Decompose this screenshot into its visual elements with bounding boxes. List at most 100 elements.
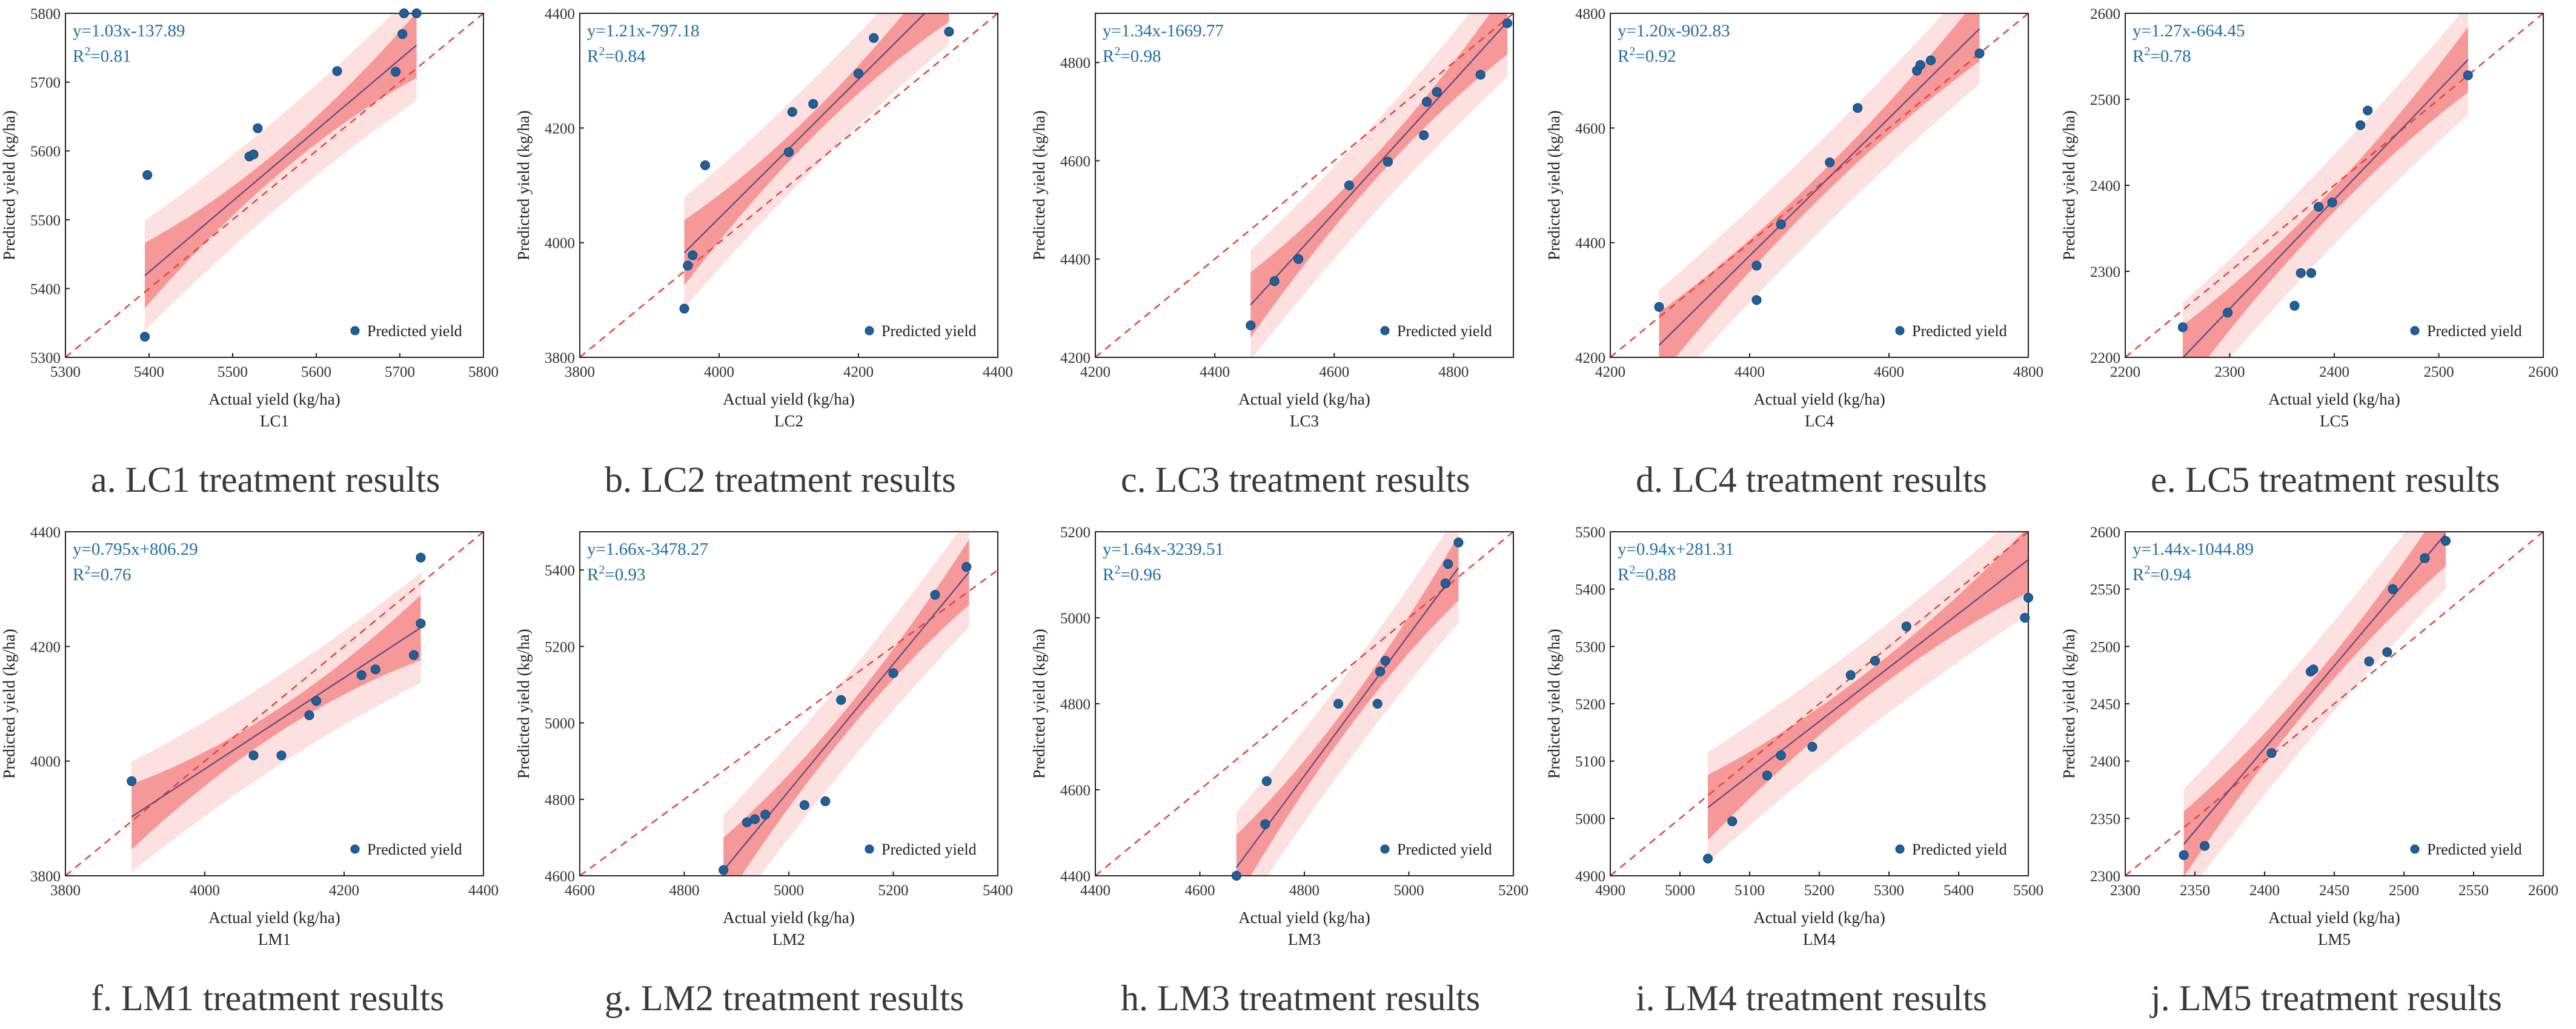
panel-sublabel: LC2 [774,412,803,430]
confidence-band [1250,13,1508,338]
legend-marker [350,844,360,854]
data-point [1372,699,1383,709]
data-point [1974,48,1985,59]
data-point [679,303,689,314]
y-tick-label: 4400 [545,6,575,22]
data-point [2020,613,2030,623]
data-point [127,776,137,786]
x-tick-label: 3800 [565,364,595,380]
r-squared: R2=0.88 [1618,563,1676,584]
data-point [2177,322,2188,333]
x-tick-label: 5400 [983,882,1013,899]
data-point [1853,103,1863,113]
data-point [1751,260,1762,271]
confidence-band [684,13,949,286]
r-squared: R2=0.94 [2133,563,2191,584]
legend-label: Predicted yield [1912,841,2007,858]
data-point [749,814,760,824]
data-point [411,8,422,18]
data-point [1926,55,1936,65]
y-tick-label: 4200 [1060,350,1090,366]
data-point [961,562,972,572]
x-tick-label: 4600 [1874,364,1904,380]
data-point [332,66,342,76]
confidence-band [2182,27,2468,357]
panel-caption: d. LC4 treatment results [1636,460,1987,500]
data-point [1727,816,1738,827]
panel-sublabel: LC4 [1805,412,1834,430]
y-tick-label: 4600 [545,869,575,885]
y-tick-label: 5700 [30,75,61,91]
y-tick-label: 2600 [2090,524,2120,541]
data-point [2023,592,2033,603]
panel-caption: g. LM2 treatment results [605,978,964,1018]
y-tick-label: 2400 [2090,178,2120,194]
legend-marker [1380,844,1390,854]
data-point [2179,850,2189,860]
x-tick-label: 4800 [1289,882,1320,899]
data-point [1453,537,1464,548]
identity-line [65,13,483,357]
y-tick-label: 4400 [1575,236,1605,252]
data-point [356,670,367,680]
y-tick-label: 4900 [1575,869,1605,885]
x-tick-label: 5800 [468,364,499,380]
data-point [1432,87,1442,97]
data-point [2327,197,2337,208]
x-tick-label: 2600 [2528,882,2558,899]
data-point [1231,871,1241,881]
data-point [2266,748,2277,758]
r-squared: R2=0.98 [1103,45,1161,66]
data-point [1422,97,1432,107]
x-tick-label: 5600 [301,364,331,380]
data-point [784,147,794,157]
x-tick-label: 5400 [1944,882,1974,899]
plot-frame [1095,13,1514,358]
x-tick-label: 4400 [468,882,499,899]
x-tick-label: 4800 [669,882,700,899]
data-point [248,149,259,159]
data-point [820,796,831,806]
data-point [2364,656,2374,666]
regression-equation: y=1.64x-3239.51 [1103,540,1224,559]
data-point [1825,157,1835,168]
x-axis-label: Actual yield (kg/ha) [208,390,340,408]
chart-panel-lc4: 4200 4400 4600 4800 4200 4400 4600 4800 Actual y… [1545,6,2043,500]
legend-label: Predicted yield [2427,322,2522,340]
y-tick-label: 2400 [2090,754,2120,770]
chart-panel-lc5: 2200 2300 2400 2500 2600 2200 2300 2400 2500 2600… [2060,6,2558,500]
y-axis-label: Predicted yield (kg/ha) [514,629,533,778]
y-axis-label: Predicted yield (kg/ha) [1030,629,1048,778]
identity-line [1610,532,2028,876]
y-tick-label: 5500 [30,213,61,229]
y-tick-label: 4200 [545,121,575,137]
data-point [399,8,409,18]
data-point [1269,276,1280,286]
y-tick-label: 2500 [2090,639,2120,655]
regression-line [683,13,926,254]
y-tick-label: 5200 [545,639,575,655]
identity-line [580,13,998,357]
regression-equation: y=1.66x-3478.27 [587,540,708,559]
y-tick-label: 4800 [1060,696,1090,713]
regression-line [2182,59,2469,357]
regression-line [1235,567,1459,868]
y-tick-label: 2600 [2090,6,2120,22]
legend-label: Predicted yield [1912,322,2007,340]
y-tick-label: 5000 [1575,811,1605,827]
x-tick-label: 4900 [1595,882,1625,899]
data-point [1870,656,1880,666]
y-tick-label: 4800 [1575,6,1605,22]
regression-equation: y=1.21x-797.18 [587,21,700,41]
data-point [142,170,153,180]
confidence-band [1708,532,2028,841]
x-tick-label: 2350 [2180,882,2210,899]
y-tick-label: 5000 [1060,610,1090,627]
y-axis-label: Predicted yield (kg/ha) [0,110,18,260]
legend-marker [2410,326,2420,336]
data-point [719,865,729,875]
identity-line [2125,532,2543,876]
y-tick-label: 4600 [1060,783,1090,799]
y-tick-label: 4000 [30,754,61,770]
plot-frame [65,531,484,876]
